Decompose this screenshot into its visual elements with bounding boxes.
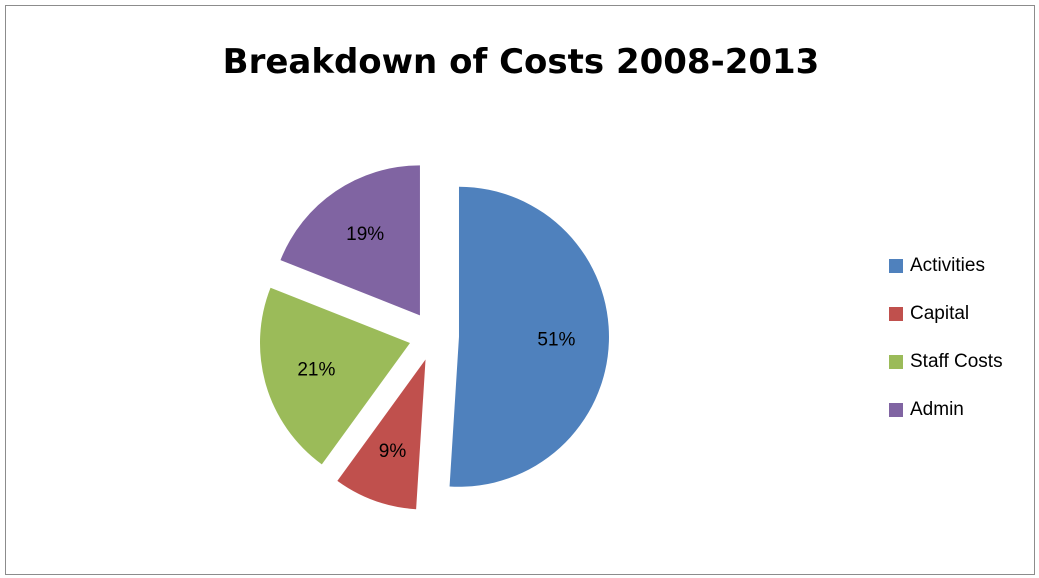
chart-title: Breakdown of Costs 2008-2013: [222, 42, 820, 82]
pie-chart: 51% 9% 21% 19%: [259, 165, 609, 510]
legend-swatch-activities: [889, 259, 903, 273]
legend-item-activities: Activities: [889, 254, 1003, 278]
data-label-capital: 9%: [379, 441, 407, 462]
pie-slice-capital: [337, 359, 426, 510]
legend-label-admin: Admin: [910, 399, 964, 420]
legend-swatch-staff-costs: [889, 355, 903, 369]
pie-slice-staff-costs: [259, 287, 410, 465]
data-label-staff-costs: 21%: [297, 360, 335, 381]
legend-swatch-capital: [889, 307, 903, 321]
pie-slice-activities: [449, 186, 609, 487]
data-label-activities: 51%: [537, 329, 575, 350]
legend-label-staff-costs: Staff Costs: [910, 351, 1003, 372]
legend-item-admin: Admin: [889, 398, 1003, 422]
legend-label-capital: Capital: [910, 303, 970, 324]
legend: Activities Capital Staff Costs Admin: [889, 254, 1003, 446]
legend-item-staff-costs: Staff Costs: [889, 350, 1003, 374]
legend-swatch-admin: [889, 403, 903, 417]
chart-frame: Breakdown of Costs 2008-2013 51% 9% 21% 19%…: [5, 5, 1035, 575]
legend-label-activities: Activities: [910, 255, 985, 276]
legend-item-capital: Capital: [889, 302, 1003, 326]
pie-slice-admin: [280, 165, 420, 316]
data-label-admin: 19%: [346, 224, 384, 245]
